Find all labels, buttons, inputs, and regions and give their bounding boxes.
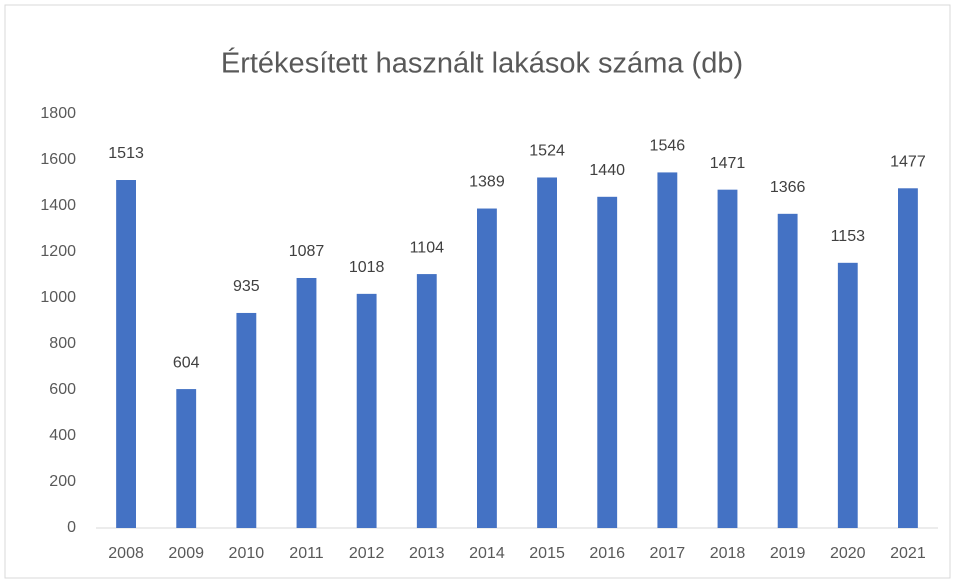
- x-tick-label: 2020: [830, 545, 866, 562]
- x-tick-label: 2014: [469, 545, 505, 562]
- x-tick-label: 2011: [289, 545, 324, 562]
- x-tick-label: 2012: [349, 545, 385, 562]
- x-tick-label: 2017: [650, 545, 686, 562]
- value-label: 1524: [529, 143, 565, 160]
- value-label: 1477: [890, 154, 926, 171]
- x-tick-label: 2016: [589, 545, 625, 562]
- value-label: 1104: [410, 239, 445, 256]
- y-tick-label: 200: [49, 473, 76, 490]
- y-tick-label: 1800: [40, 105, 76, 122]
- y-tick-label: 600: [49, 381, 76, 398]
- y-tick-label: 1000: [40, 289, 76, 306]
- x-tick-label: 2018: [710, 545, 746, 562]
- y-tick-label: 1200: [40, 243, 76, 260]
- bar: [717, 189, 738, 529]
- value-label: 1018: [349, 259, 385, 276]
- bar: [296, 277, 317, 528]
- x-tick-label: 2008: [108, 545, 144, 562]
- bar: [416, 274, 437, 528]
- bar: [477, 208, 497, 528]
- bar: [356, 293, 377, 528]
- value-label: 1513: [108, 145, 144, 162]
- bar: [236, 312, 257, 528]
- x-tick-label: 2021: [890, 545, 926, 562]
- bar: [176, 389, 197, 528]
- bar: [898, 188, 918, 529]
- value-label: 1366: [770, 179, 806, 196]
- value-label: 1546: [650, 138, 686, 155]
- x-tick-label: 2010: [229, 545, 265, 562]
- bar: [597, 196, 618, 529]
- bar: [116, 180, 136, 528]
- y-tick-label: 0: [67, 519, 76, 536]
- x-tick-label: 2015: [529, 545, 565, 562]
- value-label: 1471: [710, 155, 746, 172]
- value-label: 1440: [589, 162, 625, 179]
- value-label: 604: [173, 354, 200, 371]
- x-tick-label: 2019: [770, 545, 806, 562]
- bar: [777, 213, 798, 528]
- value-label: 1389: [469, 174, 505, 191]
- bar: [537, 177, 557, 529]
- y-tick-label: 400: [49, 427, 76, 444]
- y-tick-label: 800: [49, 335, 76, 352]
- bar: [837, 262, 858, 528]
- x-tick-label: 2009: [168, 545, 204, 562]
- chart-title: Értékesített használt lakások száma (db): [221, 47, 743, 80]
- y-tick-label: 1600: [40, 151, 76, 168]
- y-tick-label: 1400: [40, 197, 76, 214]
- value-label: 935: [233, 278, 260, 295]
- value-label: 1087: [289, 243, 325, 260]
- bar: [657, 172, 678, 529]
- x-tick-label: 2013: [409, 545, 445, 562]
- value-label: 1153: [831, 228, 866, 245]
